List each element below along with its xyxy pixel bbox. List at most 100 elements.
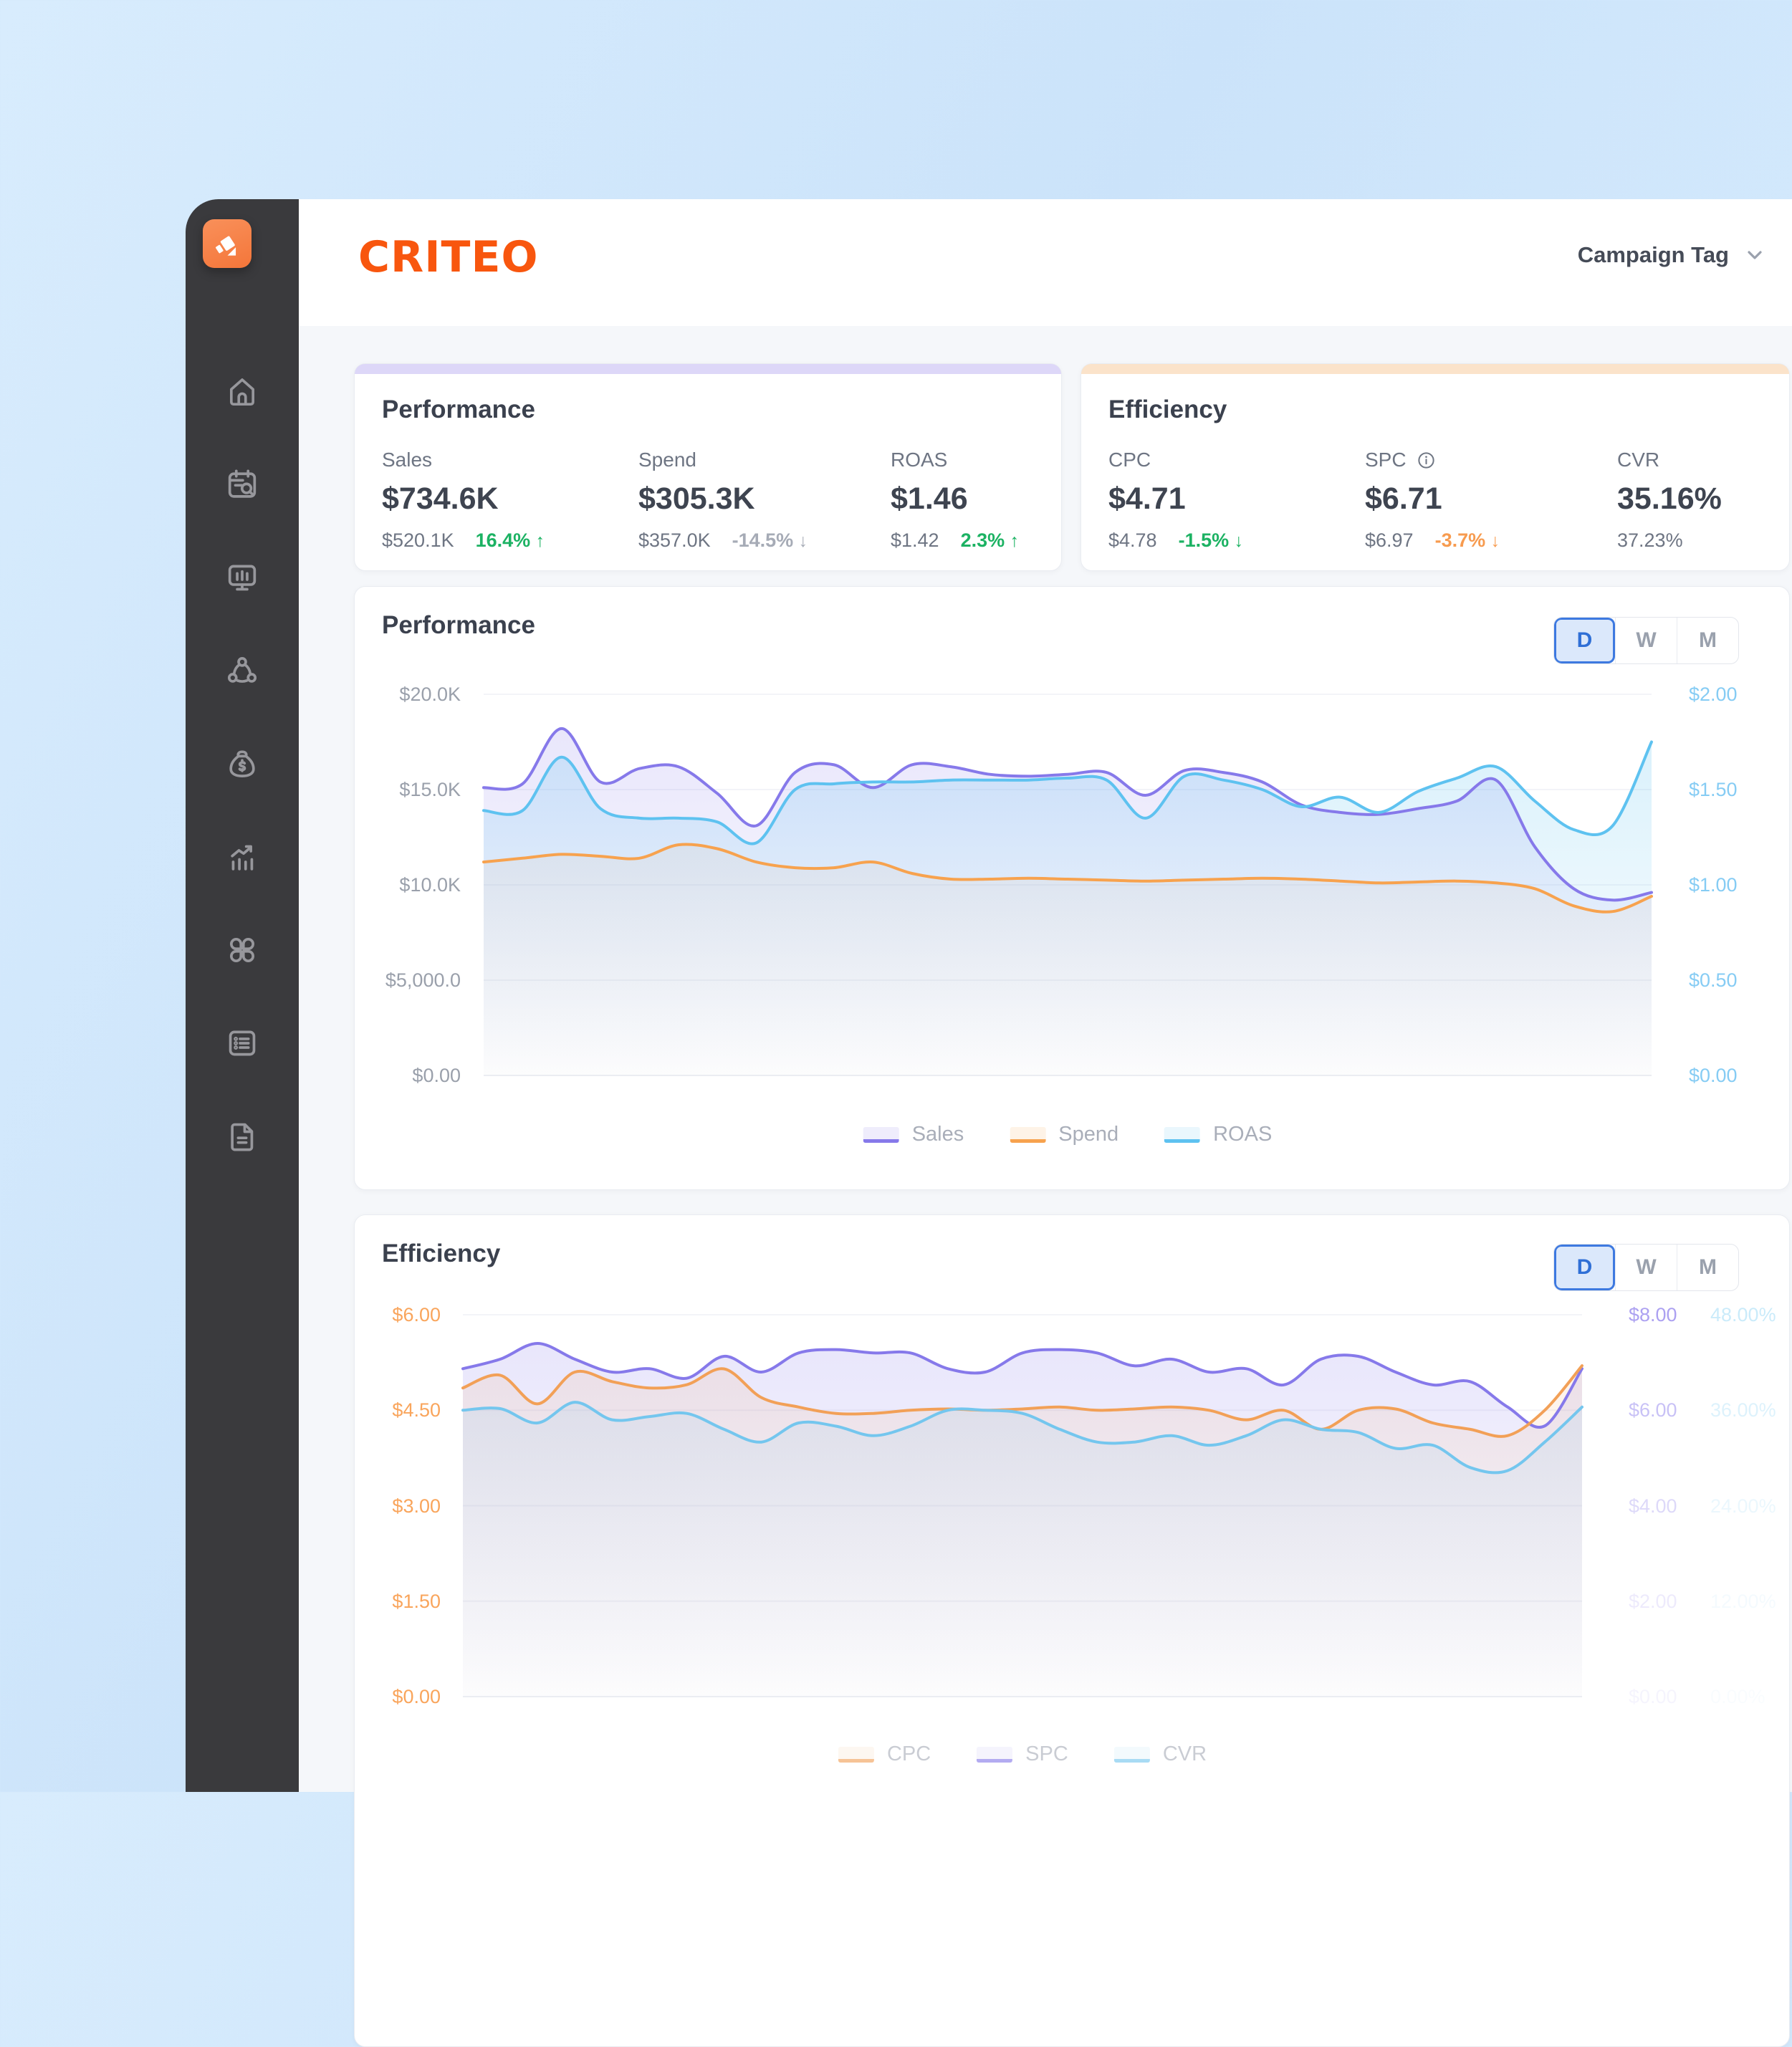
y-axis-tick: $6.00 <box>1629 1399 1677 1422</box>
sidebar-nav <box>186 371 299 1209</box>
sidebar-item-calendar-search[interactable] <box>222 464 262 504</box>
campaign-tag-dropdown[interactable]: Campaign Tag <box>1578 242 1766 268</box>
trend-chart-icon <box>231 845 254 871</box>
period-option-d[interactable]: D <box>1554 618 1615 663</box>
period-option-w[interactable]: W <box>1615 1245 1677 1290</box>
up-arrow-icon: ↑ <box>535 531 545 551</box>
metric-spend: Spend $305.3K $357.0K -14.5% ↓ <box>638 449 891 552</box>
efficiency-area-chart <box>461 1314 1583 1697</box>
efficiency-stat-card: Efficiency CPC $4.71 $4.78 -1.5% ↓ SPC $6.71 $… <box>1081 363 1790 571</box>
legend-item-sales[interactable]: Sales <box>863 1123 964 1146</box>
metric-cpc: CPC $4.71 $4.78 -1.5% ↓ <box>1108 449 1365 552</box>
legend-item-spend[interactable]: Spend <box>1010 1123 1118 1146</box>
y-axis-tick: $0.00 <box>412 1065 461 1086</box>
metric-change-badge: 2.3% ↑ <box>960 529 1020 551</box>
period-option-w[interactable]: W <box>1615 618 1677 663</box>
period-option-m[interactable]: M <box>1677 618 1738 663</box>
sidebar <box>186 199 299 1792</box>
y-axis-tick: $10.0K <box>399 874 461 896</box>
metric-change-badge: 16.4% ↑ <box>475 529 545 551</box>
y-axis-tick: $20.0K <box>399 684 461 705</box>
metric-subrow: 37.23% <box>1617 529 1792 552</box>
metric-value: $305.3K <box>638 481 755 516</box>
sidebar-item-trend-chart[interactable] <box>222 837 262 877</box>
metric-previous: $4.78 <box>1108 529 1157 551</box>
roas-area <box>484 742 1652 1075</box>
metric-previous: $520.1K <box>382 529 454 551</box>
legend-swatch <box>977 1746 1013 1763</box>
performance-area-chart <box>482 694 1653 1076</box>
sidebar-item-document[interactable] <box>222 1116 262 1156</box>
up-arrow-icon: ↑ <box>1010 531 1020 551</box>
y-axis-tick: 0.00% <box>1710 1686 1765 1707</box>
app-logo-button[interactable] <box>203 219 251 268</box>
y-axis-tick: $1.50 <box>392 1590 441 1612</box>
legend-swatch <box>1164 1126 1201 1143</box>
brand-logo: CRITEO <box>358 232 539 282</box>
sidebar-item-share-network[interactable] <box>222 651 262 691</box>
period-option-m[interactable]: M <box>1677 1245 1738 1290</box>
metric-label: CPC <box>1108 449 1151 471</box>
metric-previous: $1.42 <box>891 529 939 551</box>
presentation-chart-icon <box>228 565 257 591</box>
metric-change-badge: -14.5% ↓ <box>732 529 808 551</box>
legend-item-cpc[interactable]: CPC <box>838 1742 931 1766</box>
metric-subrow: $357.0K -14.5% ↓ <box>638 529 891 552</box>
metric-label: ROAS <box>891 449 948 471</box>
y-axis-tick: $0.50 <box>1689 969 1738 991</box>
metric-previous: $357.0K <box>638 529 711 551</box>
legend-label: CPC <box>886 1742 931 1765</box>
y-axis-tick: $1.00 <box>1689 874 1738 896</box>
document-icon <box>231 1123 254 1151</box>
card-accent-bar <box>1081 364 1789 374</box>
main-content: Performance Sales $734.6K $520.1K 16.4% ↑ Sp… <box>299 326 1792 2047</box>
y-axis-tick: 24.00% <box>1710 1495 1776 1517</box>
sidebar-item-list[interactable] <box>222 1023 262 1063</box>
legend-label: Spend <box>1058 1123 1119 1146</box>
y-axis-tick: 12.00% <box>1710 1590 1776 1612</box>
metric-roas: ROAS $1.46 $1.42 2.3% ↑ <box>891 449 1143 552</box>
y-axis-tick: $8.00 <box>1629 1304 1677 1325</box>
sidebar-item-presentation-chart[interactable] <box>222 557 262 598</box>
metric-label: Spend <box>638 449 696 471</box>
metric-subrow: $4.78 -1.5% ↓ <box>1108 529 1365 552</box>
y-axis-tick: 36.00% <box>1710 1399 1776 1422</box>
legend-item-cvr[interactable]: CVR <box>1113 1742 1207 1766</box>
metric-subrow: $6.97 -3.7% ↓ <box>1365 529 1617 552</box>
y-axis-tick: $6.00 <box>392 1304 441 1325</box>
header-bar: CRITEO Campaign Tag <box>299 199 1792 327</box>
legend-item-spc[interactable]: SPC <box>977 1742 1068 1766</box>
y-axis-tick: $4.00 <box>1629 1495 1677 1517</box>
money-bag-icon <box>229 750 255 777</box>
performance-stat-card: Performance Sales $734.6K $520.1K 16.4% ↑ Sp… <box>354 363 1062 571</box>
legend-label: Sales <box>911 1123 964 1146</box>
sidebar-item-home[interactable] <box>222 371 262 411</box>
chart-legend: CPC SPC CVR <box>838 1742 1207 1766</box>
sidebar-item-apps-clover[interactable] <box>222 930 262 970</box>
megaphone-icon <box>216 236 236 256</box>
down-arrow-icon: ↓ <box>1234 531 1244 551</box>
metrics-row: CPC $4.71 $4.78 -1.5% ↓ SPC $6.71 $6.97 -3.7% ↓… <box>1108 449 1775 552</box>
sidebar-item-money-bag[interactable] <box>222 744 262 784</box>
period-option-d[interactable]: D <box>1554 1245 1615 1290</box>
legend-swatch <box>863 1126 899 1143</box>
calendar-search-icon <box>228 469 257 498</box>
roas-line <box>482 740 1653 845</box>
y-axis-tick: $0.00 <box>392 1686 441 1707</box>
metrics-row: Sales $734.6K $520.1K 16.4% ↑ Spend $305.3K $3… <box>382 449 1047 552</box>
y-axis-tick: $5,000.0 <box>385 969 461 991</box>
info-icon[interactable] <box>1417 451 1436 470</box>
metric-previous: 37.23% <box>1617 529 1683 551</box>
legend-item-roas[interactable]: ROAS <box>1164 1123 1272 1146</box>
y-axis-tick: $1.50 <box>1689 779 1738 800</box>
y-axis-tick: $2.00 <box>1689 684 1738 705</box>
y-axis-tick: 48.00% <box>1710 1304 1776 1325</box>
metric-value: $734.6K <box>382 481 499 516</box>
legend-swatch <box>838 1746 874 1763</box>
card-accent-bar <box>355 364 1061 374</box>
metric-value: $6.71 <box>1365 481 1442 516</box>
